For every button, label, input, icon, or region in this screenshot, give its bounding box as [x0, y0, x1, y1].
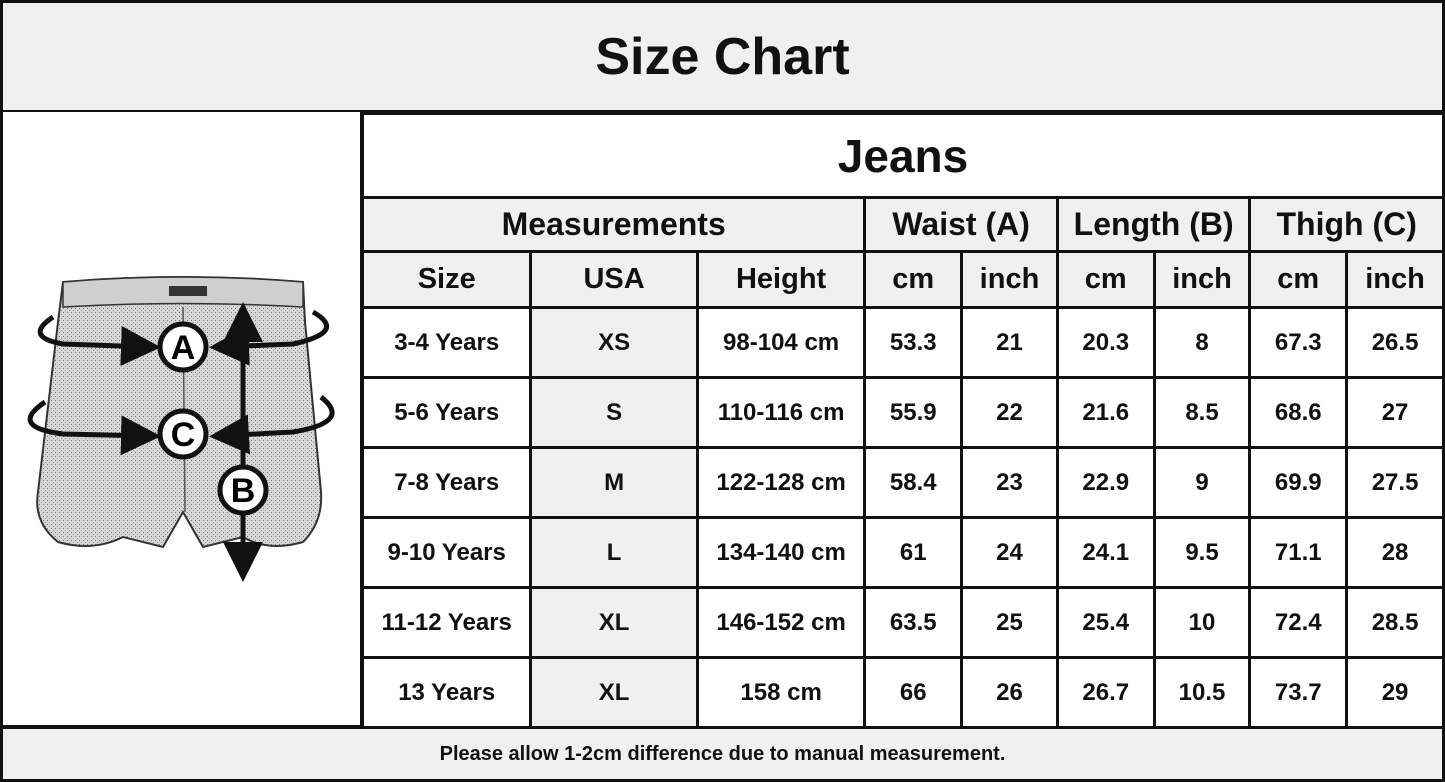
svg-text:A: A: [171, 329, 196, 367]
table-row: 9-10 Years L 134-140 cm 61 24 24.1 9.5 71.1 28: [360, 516, 1445, 589]
column-header: Height: [695, 250, 867, 309]
table-cell: 68.6: [1248, 376, 1349, 449]
table-cell: XL: [529, 586, 699, 659]
table-cell: 9.5: [1152, 516, 1252, 589]
column-header: inch: [1345, 250, 1445, 309]
table-cell: 28.5: [1345, 586, 1445, 659]
column-header: cm: [1055, 250, 1156, 309]
table-cell: 69.9: [1248, 446, 1349, 519]
table-cell: 11-12 Years: [360, 586, 533, 659]
table-cell: 24.1: [1055, 516, 1156, 589]
page-title: Size Chart: [0, 0, 1445, 114]
table-row: 3-4 Years XS 98-104 cm 53.3 21 20.3 8 67.3 26.5: [360, 306, 1445, 379]
table-cell: 61: [863, 516, 964, 589]
table-row: 7-8 Years M 122-128 cm 58.4 23 22.9 9 69.9 27.5: [360, 446, 1445, 519]
table-cell: 26.5: [1345, 306, 1445, 379]
table-cell: 158 cm: [695, 656, 867, 729]
table-cell: 5-6 Years: [360, 376, 533, 449]
column-header: inch: [960, 250, 1059, 309]
table-cell: 21: [960, 306, 1059, 379]
table-cell: 72.4: [1248, 586, 1349, 659]
label-c-badge: C: [157, 408, 209, 460]
table-cell: 55.9: [863, 376, 964, 449]
table-cell: 27.5: [1345, 446, 1445, 519]
table-cell: 146-152 cm: [695, 586, 867, 659]
table-cell: 9-10 Years: [360, 516, 533, 589]
svg-text:B: B: [231, 472, 256, 510]
table-cell: 25.4: [1055, 586, 1156, 659]
table-cell: XS: [529, 306, 699, 379]
table-cell: 28: [1345, 516, 1445, 589]
table-cell: 3-4 Years: [360, 306, 533, 379]
table-cell: 24: [960, 516, 1059, 589]
table-cell: 8.5: [1152, 376, 1252, 449]
column-header: USA: [529, 250, 699, 309]
table-cell: 73.7: [1248, 656, 1349, 729]
table-cell: M: [529, 446, 699, 519]
table-cell: 66: [863, 656, 964, 729]
group-header-thigh: Thigh (C): [1248, 196, 1445, 253]
table-cell: 67.3: [1248, 306, 1349, 379]
product-title: Jeans: [361, 112, 1445, 199]
table-row: 5-6 Years S 110-116 cm 55.9 22 21.6 8.5 68.6 27: [360, 376, 1445, 449]
table-cell: 29: [1345, 656, 1445, 729]
brand-logo: [169, 286, 207, 296]
table-cell: 21.6: [1055, 376, 1156, 449]
table-cell: 7-8 Years: [360, 446, 533, 519]
column-header: cm: [1248, 250, 1349, 309]
table-cell: 27: [1345, 376, 1445, 449]
table-cell: 10.5: [1152, 656, 1252, 729]
group-header-length: Length (B): [1055, 196, 1252, 253]
table-cell: 20.3: [1055, 306, 1156, 379]
table-cell: L: [529, 516, 699, 589]
table-row: 13 Years XL 158 cm 66 26 26.7 10.5 73.7 29: [360, 656, 1445, 729]
group-header-measurements: Measurements: [360, 196, 867, 253]
table-cell: 25: [960, 586, 1059, 659]
table-cell: 23: [960, 446, 1059, 519]
table-cell: XL: [529, 656, 699, 729]
size-table: Jeans Measurements Waist (A) Length (B) …: [360, 112, 1445, 729]
column-header: cm: [863, 250, 964, 309]
table-cell: S: [529, 376, 699, 449]
table-cell: 110-116 cm: [695, 376, 867, 449]
table-cell: 58.4: [863, 446, 964, 519]
table-cell: 134-140 cm: [695, 516, 867, 589]
table-cell: 53.3: [863, 306, 964, 379]
table-cell: 122-128 cm: [695, 446, 867, 519]
column-header: Size: [360, 250, 533, 309]
footer-note: Please allow 1-2cm difference due to man…: [0, 726, 1445, 782]
table-cell: 22: [960, 376, 1059, 449]
table-cell: 9: [1152, 446, 1252, 519]
table-cell: 22.9: [1055, 446, 1156, 519]
shorts-diagram: A C B: [0, 112, 363, 728]
label-b-badge: B: [217, 464, 269, 516]
label-a-badge: A: [157, 321, 209, 373]
table-cell: 13 Years: [360, 656, 533, 729]
table-cell: 10: [1152, 586, 1252, 659]
group-header-waist: Waist (A): [863, 196, 1059, 253]
table-cell: 63.5: [863, 586, 964, 659]
table-cell: 26.7: [1055, 656, 1156, 729]
shorts-illustration: A C B: [27, 276, 335, 582]
table-cell: 98-104 cm: [695, 306, 867, 379]
column-header: inch: [1152, 250, 1252, 309]
table-cell: 71.1: [1248, 516, 1349, 589]
table-cell: 8: [1152, 306, 1252, 379]
svg-text:C: C: [171, 416, 196, 454]
table-cell: 26: [960, 656, 1059, 729]
table-row: 11-12 Years XL 146-152 cm 63.5 25 25.4 10 72.4 2…: [360, 586, 1445, 659]
